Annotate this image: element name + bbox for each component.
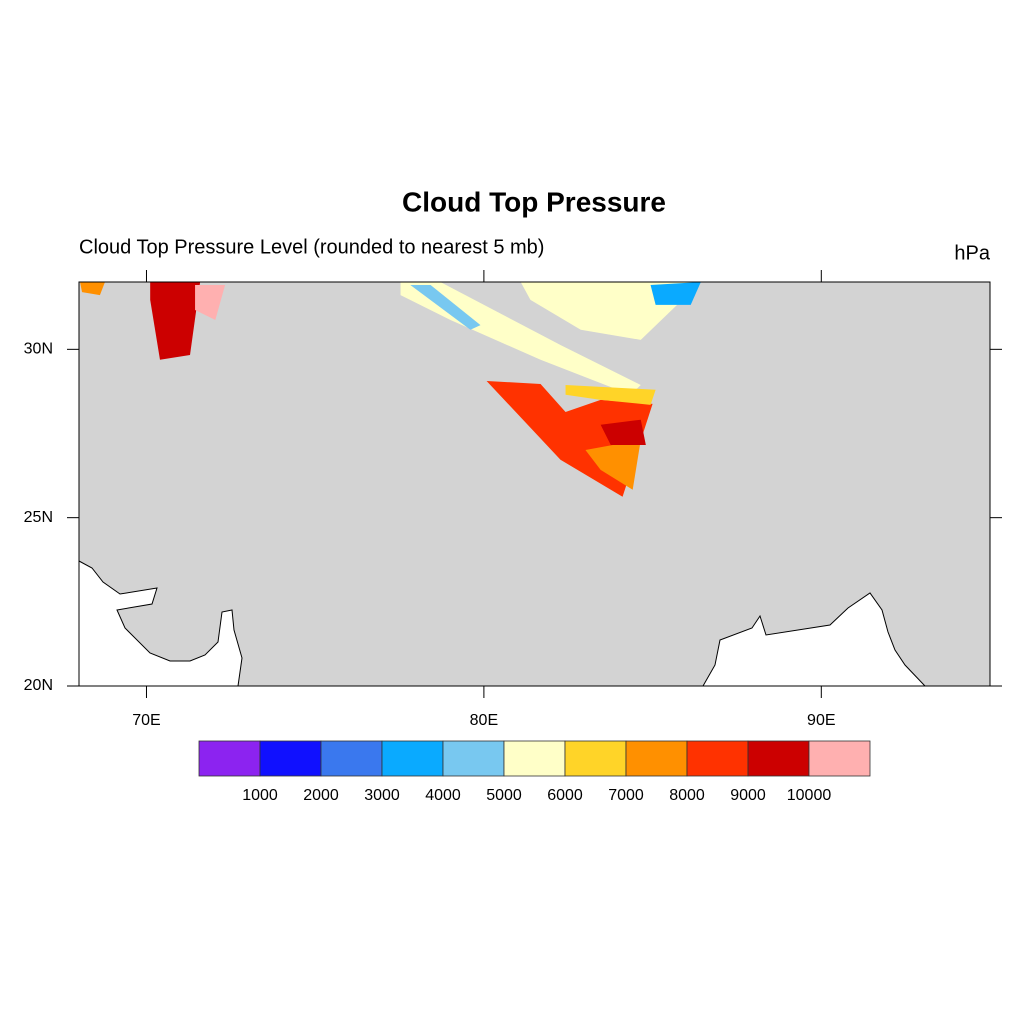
- colorbar-box: [442, 740, 505, 777]
- colorbar-box: [259, 740, 322, 777]
- y-tick-label: 20N: [24, 677, 53, 694]
- ocean: [78, 560, 243, 687]
- colorbar-label: 1000: [242, 787, 278, 804]
- cloud-region: [585, 439, 641, 490]
- colorbar-box: [625, 740, 688, 777]
- y-tick-label: 25N: [24, 509, 53, 526]
- x-tick-label: 90E: [807, 712, 835, 729]
- x-tick-label: 70E: [132, 712, 160, 729]
- colorbar-box: [808, 740, 871, 777]
- cloud-region: [195, 285, 226, 321]
- colorbar-box: [320, 740, 383, 777]
- units: hPa: [954, 242, 990, 264]
- x-tick-label: 80E: [470, 712, 498, 729]
- cloud-region: [650, 282, 701, 305]
- colorbar-label: 3000: [364, 787, 400, 804]
- colorbar-label: 10000: [787, 787, 832, 804]
- colorbar-box: [564, 740, 627, 777]
- chart-title: Cloud Top Pressure: [402, 186, 666, 217]
- subtitle: Cloud Top Pressure Level (rounded to nea…: [79, 236, 544, 258]
- colorbar-box: [686, 740, 749, 777]
- map-frame: [78, 281, 991, 687]
- colorbar-label: 5000: [486, 787, 522, 804]
- colorbar-label: 6000: [547, 787, 583, 804]
- cloud-region: [600, 419, 646, 445]
- colorbar-label: 7000: [608, 787, 644, 804]
- colorbar-box: [747, 740, 810, 777]
- y-tick-label: 30N: [24, 341, 53, 358]
- cloud-region: [150, 282, 201, 360]
- cloud-region: [80, 282, 105, 296]
- cloud-region: [410, 285, 481, 330]
- colorbar-box: [381, 740, 444, 777]
- colorbar-label: 9000: [730, 787, 766, 804]
- colorbar-label: 8000: [669, 787, 705, 804]
- colorbar-box: [198, 740, 261, 777]
- ocean: [702, 592, 927, 687]
- cloud-region: [565, 385, 656, 405]
- colorbar-label: 2000: [303, 787, 339, 804]
- colorbar-box: [503, 740, 566, 777]
- colorbar-label: 4000: [425, 787, 461, 804]
